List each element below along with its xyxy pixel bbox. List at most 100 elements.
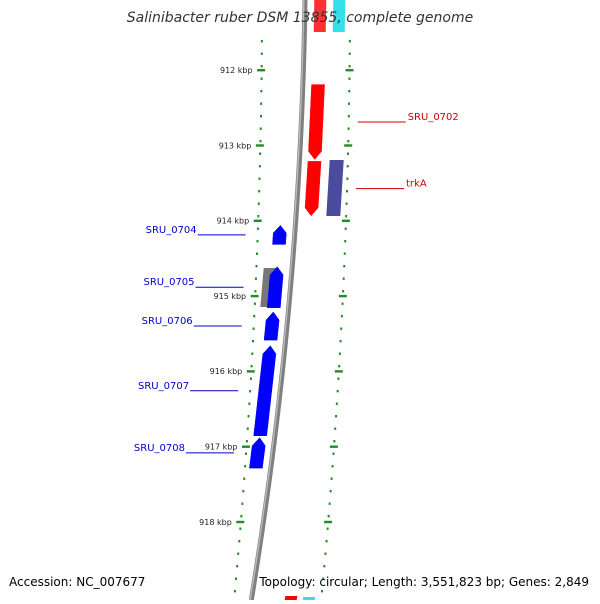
ruler-dot — [239, 527, 242, 530]
ruler-dot — [240, 515, 243, 518]
ruler-dot — [327, 515, 330, 518]
ruler-dot — [333, 440, 336, 443]
ruler-tick-label: 914 kbp — [217, 217, 250, 226]
ruler-dot — [345, 202, 348, 205]
ruler-dot — [332, 452, 335, 455]
ruler-dot — [241, 502, 244, 505]
ruler-dot — [259, 140, 262, 143]
ruler-dot — [258, 177, 261, 180]
ruler-dot — [237, 552, 240, 555]
ruler-dot — [348, 40, 351, 43]
ruler-dot — [347, 140, 350, 143]
ruler-dot — [250, 365, 253, 368]
ruler-dot — [256, 252, 259, 255]
ruler-dot — [244, 465, 247, 468]
ruler-dot — [254, 277, 257, 280]
ruler-dot — [347, 152, 350, 155]
ruler-dot — [260, 40, 263, 43]
ruler-dot — [245, 440, 248, 443]
ruler-dot — [345, 190, 348, 193]
ruler-tick-mark — [329, 445, 338, 448]
ruler-dot — [346, 165, 349, 168]
ruler-dot — [259, 127, 262, 130]
ruler-dot — [249, 377, 252, 380]
ruler-tick-mark — [344, 144, 353, 147]
ruler-dot — [341, 302, 344, 305]
ruler-dot — [253, 302, 256, 305]
gene-arrow-SRU_0707 — [253, 345, 277, 436]
ruler-dot — [256, 227, 259, 230]
ruler-tick-mark — [338, 294, 347, 298]
ruler-dot — [251, 352, 254, 355]
ruler-dot — [329, 490, 332, 493]
ruler-tick-mark — [236, 520, 245, 524]
ruler-dot — [334, 427, 337, 430]
gene-arrow-SRU_0708 — [249, 437, 266, 469]
gene-arrow-SRU_0706 — [263, 311, 280, 341]
gene-label-SRU_0707: SRU_0707 — [138, 381, 189, 392]
partial-feature-bottom-red — [284, 596, 298, 600]
ruler-tick-label: 917 kbp — [205, 443, 238, 452]
ruler-tick-mark — [255, 144, 264, 147]
ruler-dot — [348, 52, 351, 55]
ruler-dot — [235, 577, 238, 580]
ruler-dot — [258, 165, 261, 168]
ruler-dot — [342, 277, 345, 280]
map-title: Salinibacter ruber DSM 13855, complete g… — [126, 10, 474, 26]
gene-arrow-SRU_0702 — [308, 84, 325, 160]
ruler-dot — [339, 340, 342, 343]
ruler-dot — [343, 265, 346, 268]
ruler-dot — [342, 290, 345, 293]
ruler-dot — [256, 240, 259, 243]
ruler-tick-mark — [246, 370, 255, 373]
ruler-tick-mark — [257, 69, 266, 72]
ruler-dot — [335, 402, 338, 405]
navy-feature-bar — [326, 160, 344, 216]
gene-label-SRU_0704: SRU_0704 — [146, 225, 197, 236]
ruler-dot — [238, 540, 241, 543]
gene-labels: SRU_0702 trkA SRU_0704 SRU_0705 SRU_0706 SRU_… — [134, 112, 459, 454]
ruler-dot — [248, 402, 251, 405]
ruler-dot — [242, 490, 245, 493]
ruler-dot — [260, 90, 263, 93]
ruler-dot — [253, 315, 256, 318]
ruler-dot — [258, 190, 261, 193]
ruler-dot — [346, 177, 349, 180]
ruler-dot — [348, 102, 351, 105]
gene-label-SRU_0702: SRU_0702 — [408, 112, 459, 123]
ruler-dot — [257, 215, 260, 218]
partial-feature-top-cyan — [332, 0, 346, 32]
genome-backbone-highlight — [249, 0, 305, 601]
gene-arrow-trkA — [304, 161, 322, 217]
ruler-dot — [254, 290, 257, 293]
ruler-tick-mark — [241, 445, 250, 448]
ruler-dot — [328, 502, 331, 505]
ruler-dot — [335, 415, 338, 418]
ruler-tick-label: 913 kbp — [219, 141, 252, 150]
partial-feature-top-red — [313, 0, 327, 32]
ruler-tick-label: 918 kbp — [199, 518, 232, 527]
ruler-dot — [245, 452, 248, 455]
ruler-dots — [233, 40, 351, 593]
ruler-dot — [257, 202, 260, 205]
gene-arrows — [249, 84, 325, 469]
ruler-dot — [325, 540, 328, 543]
ruler-dot — [338, 365, 341, 368]
ruler-dot — [322, 577, 325, 580]
gene-label-SRU_0706: SRU_0706 — [142, 316, 193, 327]
ruler-dot — [243, 477, 246, 480]
ruler-dot — [338, 352, 341, 355]
gene-label-SRU_0708: SRU_0708 — [134, 443, 185, 454]
topology-text: Topology: circular; Length: 3,551,823 bp… — [259, 575, 589, 589]
ruler-dot — [255, 265, 258, 268]
ruler-ticks: 912 kbp 913 kbp 914 kbp 915 kbp 916 kbp 917 k… — [199, 66, 354, 527]
ruler-dot — [340, 315, 343, 318]
ruler-dot — [324, 552, 327, 555]
ruler-dot — [340, 327, 343, 330]
ruler-dot — [236, 565, 239, 568]
ruler-dot — [252, 327, 255, 330]
ruler-dot — [321, 590, 324, 593]
ruler-tick-mark — [324, 520, 333, 524]
